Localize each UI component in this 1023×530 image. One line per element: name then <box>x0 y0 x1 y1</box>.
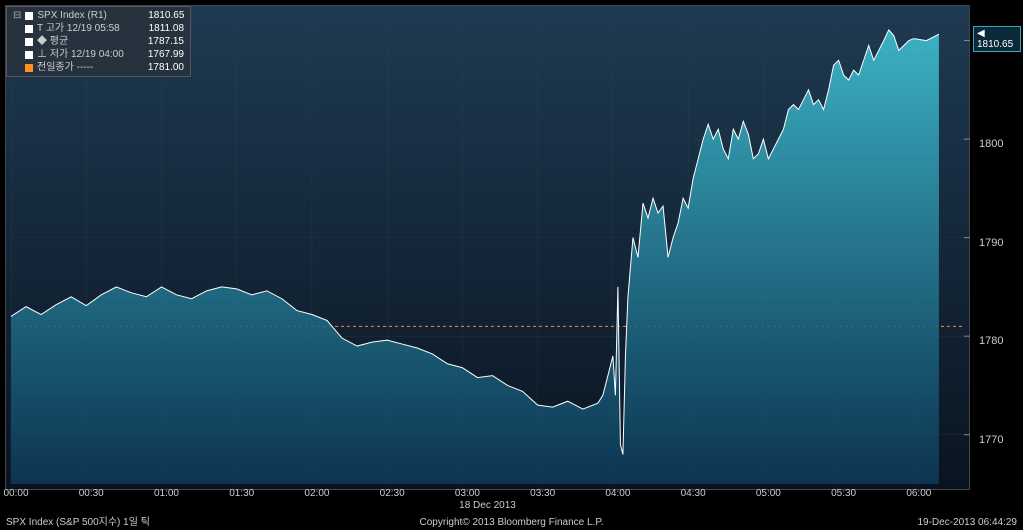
legend-row-label: 전일종가 ----- <box>37 61 132 74</box>
x-axis-tick: 04:00 <box>605 488 630 499</box>
legend-row-label: ⊥ 저가 12/19 04:00 <box>37 48 132 61</box>
legend-row: 전일종가 ----- 1781.00 <box>13 61 184 74</box>
legend-row: T 고가 12/19 05:58 1811.08 <box>13 22 184 35</box>
legend-index-value: 1810.65 <box>136 9 184 22</box>
legend-row-value: 1781.00 <box>136 61 184 74</box>
legend-swatch-icon <box>25 51 33 59</box>
legend-title-row: ⊟ SPX Index (R1) 1810.65 <box>13 9 184 22</box>
legend-row: ◆ 평균 1787.15 <box>13 35 184 48</box>
legend-swatch-icon <box>25 64 33 72</box>
x-axis-tick: 03:30 <box>530 488 555 499</box>
x-axis-tick: 04:30 <box>681 488 706 499</box>
x-axis-tick: 05:30 <box>831 488 856 499</box>
x-axis-date-label: 18 Dec 2013 <box>459 500 516 511</box>
x-axis-tick: 01:30 <box>229 488 254 499</box>
legend-row-value: 1787.15 <box>136 35 184 48</box>
x-axis-tick: 03:00 <box>455 488 480 499</box>
y-axis-tick: 1780 <box>979 335 1003 347</box>
legend-row-value: 1767.99 <box>136 48 184 61</box>
y-axis-tick: 1790 <box>979 237 1003 249</box>
y-axis: 17701780179018001810◀ 1810.65 <box>973 5 1023 490</box>
y-axis-tick: 1770 <box>979 434 1003 446</box>
current-price-tag: ◀ 1810.65 <box>973 26 1021 52</box>
legend-row-value: 1811.08 <box>136 22 184 35</box>
legend-expand-icon[interactable]: ⊟ <box>13 9 21 22</box>
x-axis-tick: 00:00 <box>3 488 28 499</box>
chart-container: ⊟ SPX Index (R1) 1810.65 T 고가 12/19 05:5… <box>0 0 1023 530</box>
legend-index-name: SPX Index (R1) <box>37 9 132 22</box>
legend-row: ⊥ 저가 12/19 04:00 1767.99 <box>13 48 184 61</box>
legend-row-label: ◆ 평균 <box>37 35 132 48</box>
footer-copyright: Copyright© 2013 Bloomberg Finance L.P. <box>420 517 604 528</box>
footer-timestamp: 19-Dec-2013 06:44:29 <box>917 517 1017 528</box>
legend-row-label: T 고가 12/19 05:58 <box>37 22 132 35</box>
y-axis-tick: 1800 <box>979 138 1003 150</box>
x-axis-tick: 00:30 <box>79 488 104 499</box>
legend-swatch-icon <box>25 25 33 33</box>
x-axis-tick: 05:00 <box>756 488 781 499</box>
x-axis-tick: 06:00 <box>906 488 931 499</box>
chart-svg <box>5 5 970 490</box>
x-axis-tick: 02:30 <box>380 488 405 499</box>
x-axis: 00:00 00:30 01:00 01:30 02:00 02:30 03:00 03:30… <box>5 488 970 512</box>
plot-area <box>5 5 970 490</box>
x-axis-tick: 02:00 <box>304 488 329 499</box>
footer-left-text: SPX Index (S&P 500지수) 1일 틱 <box>6 513 150 528</box>
x-axis-tick: 01:00 <box>154 488 179 499</box>
legend-swatch-icon <box>25 38 33 46</box>
legend-box: ⊟ SPX Index (R1) 1810.65 T 고가 12/19 05:5… <box>6 6 191 77</box>
legend-swatch-index <box>25 12 33 20</box>
